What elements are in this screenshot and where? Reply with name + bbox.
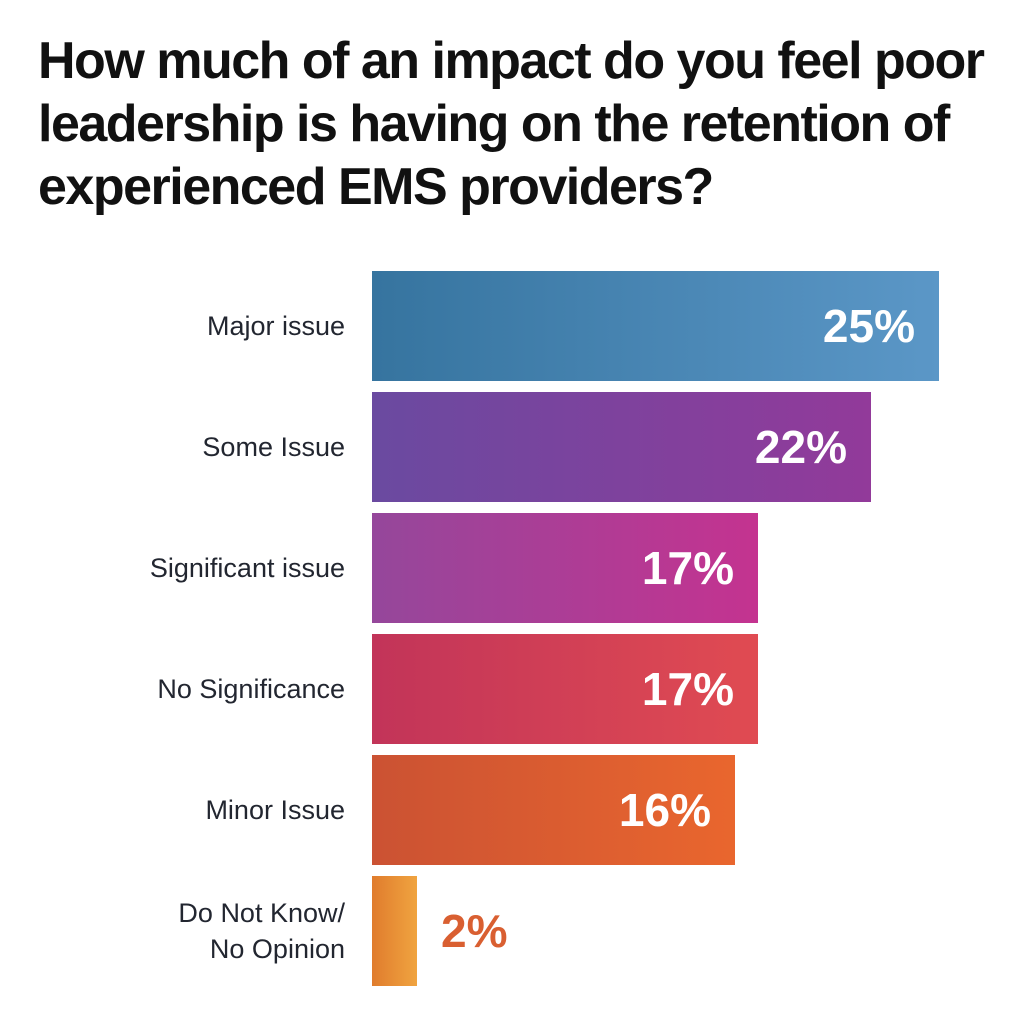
bar-area: 22%	[372, 392, 1036, 502]
chart-row: Some Issue 22%	[0, 392, 1036, 502]
category-label-line: Some Issue	[202, 432, 345, 462]
chart-title-line: leadership is having on the retention of	[38, 95, 950, 153]
bar: 17%	[372, 634, 758, 744]
category-label: Major issue	[0, 271, 345, 381]
category-label: Significant issue	[0, 513, 345, 623]
category-label-line: Major issue	[206, 311, 345, 341]
category-label-line: Minor Issue	[205, 795, 345, 825]
category-label: No Significance	[0, 634, 345, 744]
bar: 16%	[372, 755, 735, 865]
value-label: 25%	[822, 300, 915, 352]
chart-title: How much of an impact do you feel poor l…	[0, 0, 1036, 219]
bar-area: 16%	[372, 755, 1036, 865]
value-label: 16%	[618, 784, 711, 836]
category-label: Some Issue	[0, 392, 345, 502]
value-label-outside: 2%	[441, 905, 508, 957]
bar: 25%	[372, 271, 939, 381]
chart-title-line: How much of an impact do you feel poor	[38, 32, 985, 90]
chart-row: Significant issue 17%	[0, 513, 1036, 623]
chart-row: Major issue 25%	[0, 271, 1036, 381]
chart-row: Do Not Know/No Opinion 2%	[0, 876, 1036, 986]
category-label-line: No Significance	[157, 674, 345, 704]
value-label: 22%	[754, 421, 847, 473]
bar-area: 17%	[372, 513, 1036, 623]
bar: 22%	[372, 392, 871, 502]
chart-row: Minor Issue 16%	[0, 755, 1036, 865]
bar	[372, 876, 417, 986]
chart-row: No Significance 17%	[0, 634, 1036, 744]
category-label-line: No Opinion	[209, 934, 345, 964]
category-label-line: Significant issue	[149, 553, 345, 583]
bar: 17%	[372, 513, 758, 623]
bar-area: 17%	[372, 634, 1036, 744]
chart-title-line: experienced EMS providers?	[38, 158, 714, 216]
category-label: Do Not Know/No Opinion	[0, 876, 345, 986]
bar-chart: Major issue 25% Some Issue 22% Significa…	[0, 271, 1036, 986]
category-label: Minor Issue	[0, 755, 345, 865]
value-label: 17%	[641, 542, 734, 594]
bar-area: 25%	[372, 271, 1036, 381]
bar-area: 2%	[372, 876, 1036, 986]
value-label: 17%	[641, 663, 734, 715]
category-label-line: Do Not Know/	[178, 898, 345, 928]
